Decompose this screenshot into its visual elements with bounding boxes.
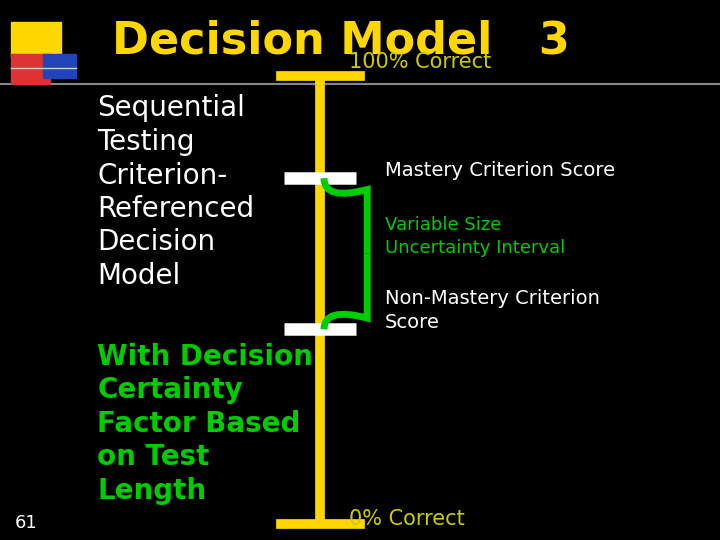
- Text: Sequential
Testing
Criterion-
Referenced
Decision
Model: Sequential Testing Criterion- Referenced…: [97, 94, 254, 290]
- Text: Mastery Criterion Score: Mastery Criterion Score: [385, 160, 616, 180]
- Text: Non-Mastery Criterion
Score: Non-Mastery Criterion Score: [385, 289, 600, 332]
- Text: Variable Size
Uncertainty Interval: Variable Size Uncertainty Interval: [385, 215, 565, 258]
- Text: 0% Correct: 0% Correct: [349, 509, 465, 530]
- Text: 100% Correct: 100% Correct: [349, 52, 492, 72]
- Bar: [43, 54, 76, 78]
- Text: Decision Model   3: Decision Model 3: [112, 19, 570, 62]
- Text: 61: 61: [14, 514, 37, 532]
- Text: With Decision
Certainty
Factor Based
on Test
Length: With Decision Certainty Factor Based on …: [97, 343, 313, 505]
- Bar: [11, 22, 61, 57]
- Bar: [11, 54, 50, 84]
